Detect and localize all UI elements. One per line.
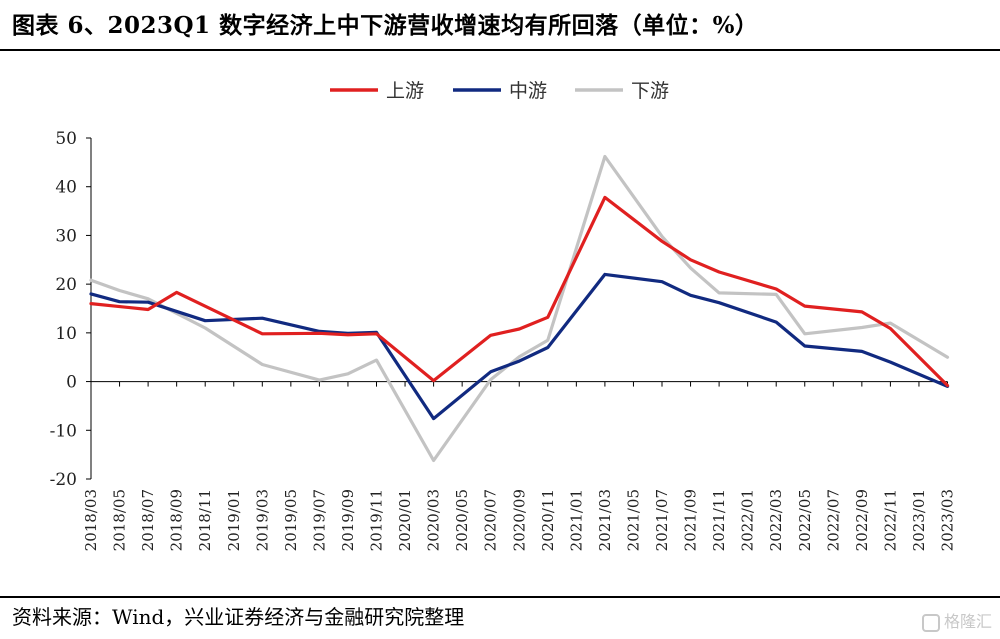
x-tick-label: 2019/09 <box>339 489 357 551</box>
x-tick-label: 2020/11 <box>539 489 557 551</box>
y-tick-label: -20 <box>50 470 77 490</box>
y-tick-label: 30 <box>55 226 77 246</box>
x-tick-label: 2022/03 <box>767 489 785 551</box>
chart-title: 图表 6、2023Q1 数字经济上中下游营收增速均有所回落（单位：%） <box>12 12 759 39</box>
legend-label: 下游 <box>631 80 669 102</box>
y-tick-label: 40 <box>55 178 77 198</box>
x-tick-label: 2021/01 <box>567 489 585 551</box>
x-tick-label: 2018/11 <box>196 489 214 551</box>
legend-label: 中游 <box>509 80 547 102</box>
x-tick-label: 2018/05 <box>111 489 129 551</box>
y-tick-label: 50 <box>55 129 77 149</box>
x-tick-label: 2021/07 <box>653 489 671 551</box>
title-rule <box>0 49 1000 51</box>
x-tick-label: 2023/01 <box>910 489 928 551</box>
x-tick-label: 2022/09 <box>853 489 871 551</box>
x-tick-label: 2021/03 <box>596 489 614 551</box>
watermark-text: 格隆汇 <box>943 612 992 631</box>
x-tick-label: 2021/11 <box>710 489 728 551</box>
series-line-2 <box>89 154 950 463</box>
x-tick-label: 2018/09 <box>168 489 186 551</box>
y-tick-label: 20 <box>55 275 77 295</box>
x-tick-label: 2019/11 <box>368 489 386 551</box>
x-tick-label: 2022/11 <box>881 489 899 551</box>
x-tick-label: 2021/05 <box>624 489 642 551</box>
footer-rule <box>0 596 1000 598</box>
watermark: 格隆汇 <box>921 608 992 632</box>
series-group <box>89 154 950 463</box>
x-tick-label: 2022/05 <box>796 489 814 551</box>
x-tick-label: 2018/03 <box>82 489 100 551</box>
legend-label: 上游 <box>386 80 424 102</box>
x-tick-label: 2022/07 <box>824 489 842 551</box>
y-tick-label: 10 <box>55 324 77 344</box>
logo-icon <box>921 613 940 632</box>
x-tick-label: 2020/03 <box>425 489 443 551</box>
x-tick-label: 2023/03 <box>939 489 957 551</box>
x-tick-label: 2019/03 <box>253 489 271 551</box>
x-tick-label: 2020/05 <box>453 489 471 551</box>
series-line-0 <box>89 195 950 388</box>
x-tick-label: 2020/09 <box>510 489 528 551</box>
x-tick-label: 2019/01 <box>225 489 243 551</box>
x-tick-label: 2021/09 <box>682 489 700 551</box>
x-tick-label: 2020/07 <box>482 489 500 551</box>
x-tick-label: 2020/01 <box>396 489 414 551</box>
y-tick-label: -10 <box>50 421 77 441</box>
line-chart: 上游 中游 下游 -20 -10 0 10 20 30 40 50 2018/03 2018/05 20… <box>50 80 957 551</box>
axes: -20 -10 0 10 20 30 40 50 2018/03 2018/05 2018/07 20… <box>50 129 957 551</box>
series-line-1 <box>89 272 950 421</box>
source-note: 资料来源：Wind，兴业证券经济与金融研究院整理 <box>12 605 465 629</box>
x-tick-label: 2018/07 <box>139 489 157 551</box>
legend: 上游 中游 下游 <box>330 80 669 102</box>
x-tick-label: 2019/07 <box>310 489 328 551</box>
y-tick-label: 0 <box>66 373 77 393</box>
x-tick-label: 2019/05 <box>282 489 300 551</box>
x-tick-label: 2022/01 <box>739 489 757 551</box>
